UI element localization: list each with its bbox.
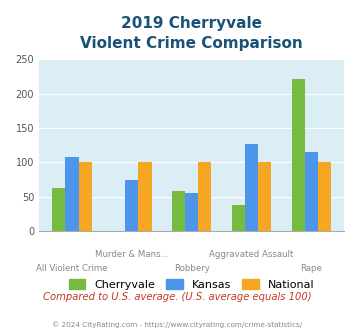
Text: © 2024 CityRating.com - https://www.cityrating.com/crime-statistics/: © 2024 CityRating.com - https://www.city… (53, 322, 302, 328)
Text: Compared to U.S. average. (U.S. average equals 100): Compared to U.S. average. (U.S. average … (43, 292, 312, 302)
Bar (65, 157, 78, 231)
Text: Robbery: Robbery (174, 264, 210, 273)
Bar (185, 193, 198, 231)
Title: 2019 Cherryvale
Violent Crime Comparison: 2019 Cherryvale Violent Crime Comparison (80, 16, 303, 51)
Bar (292, 79, 305, 231)
Bar (232, 205, 245, 231)
Bar (52, 188, 65, 231)
Bar (78, 162, 92, 231)
Bar (245, 144, 258, 231)
Bar (172, 191, 185, 231)
Text: Rape: Rape (300, 264, 322, 273)
Text: Murder & Mans...: Murder & Mans... (95, 250, 169, 259)
Bar (258, 162, 271, 231)
Bar (318, 162, 331, 231)
Bar (305, 152, 318, 231)
Bar (138, 162, 152, 231)
Text: Aggravated Assault: Aggravated Assault (209, 250, 294, 259)
Bar (198, 162, 212, 231)
Legend: Cherryvale, Kansas, National: Cherryvale, Kansas, National (64, 274, 319, 294)
Bar (125, 180, 138, 231)
Text: All Violent Crime: All Violent Crime (36, 264, 108, 273)
